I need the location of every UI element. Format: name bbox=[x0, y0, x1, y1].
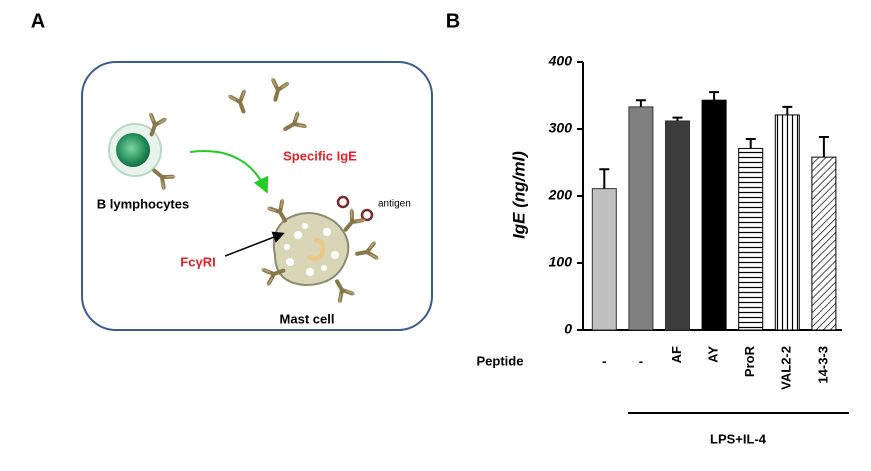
y-tick-label: 100 bbox=[549, 254, 573, 270]
label: B lymphocytes bbox=[97, 196, 189, 211]
error-bar bbox=[745, 138, 756, 149]
bar bbox=[665, 120, 690, 331]
error-bar bbox=[635, 99, 646, 107]
label: antigen bbox=[378, 199, 411, 210]
x-tick-label: ProR bbox=[742, 345, 757, 377]
arrow bbox=[224, 231, 285, 257]
y-tick-label: 400 bbox=[548, 53, 573, 69]
y-tick-label: 0 bbox=[564, 321, 572, 337]
bar bbox=[701, 99, 727, 331]
error-bar bbox=[672, 116, 683, 121]
label: Specific IgE bbox=[283, 148, 357, 163]
x-tick-label: - bbox=[639, 353, 643, 368]
bar bbox=[774, 114, 800, 331]
panel-label: A bbox=[31, 10, 45, 32]
bar bbox=[591, 188, 617, 331]
x-tick-label: AY bbox=[706, 346, 721, 363]
label: Mast cell bbox=[280, 311, 335, 326]
bar bbox=[811, 156, 837, 331]
panel-label: B bbox=[446, 10, 460, 32]
error-bar bbox=[709, 91, 720, 101]
arrow bbox=[189, 150, 269, 194]
y-axis-label: IgE (ng/ml) bbox=[509, 151, 528, 239]
label: FcγRI bbox=[180, 254, 215, 269]
x-tick-label: VAL2-2 bbox=[779, 346, 794, 390]
error-bar bbox=[782, 105, 793, 115]
error-bar bbox=[599, 168, 610, 189]
bar bbox=[628, 106, 654, 331]
x-tick-label: 14-3-3 bbox=[815, 346, 830, 384]
x-tick-label: AF bbox=[669, 346, 684, 363]
bracket-label: LPS+IL-4 bbox=[710, 431, 767, 446]
b-cell bbox=[108, 110, 178, 193]
mast-cell bbox=[259, 196, 381, 306]
bar bbox=[738, 147, 764, 331]
row-label: Peptide bbox=[477, 353, 524, 368]
error-bar bbox=[818, 136, 829, 158]
y-tick-label: 200 bbox=[548, 187, 573, 203]
antigen-icons bbox=[336, 195, 374, 222]
x-tick-label: - bbox=[602, 353, 606, 368]
y-tick-label: 300 bbox=[549, 120, 573, 136]
